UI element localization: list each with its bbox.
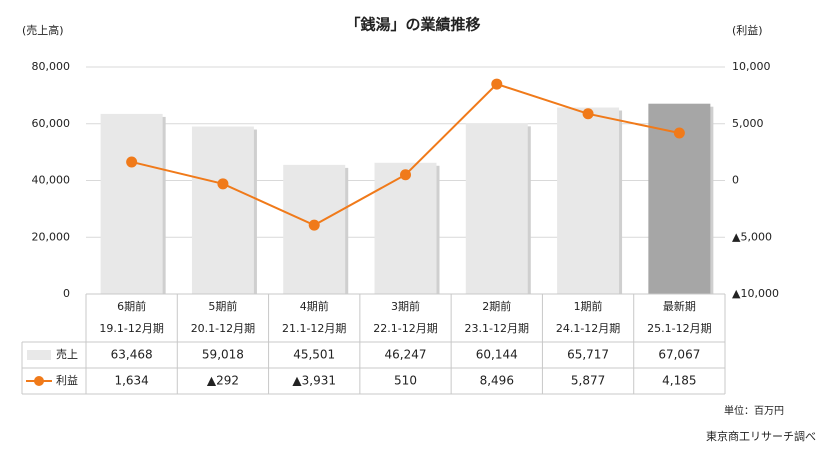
value-label: 510 <box>394 374 417 388</box>
bar <box>191 126 254 294</box>
y2-tick-label: 0 <box>732 174 739 187</box>
x-tick-label: 6期前 <box>117 299 146 313</box>
line-point <box>308 219 320 231</box>
value-label: 4,185 <box>662 374 696 388</box>
line-point <box>673 127 685 139</box>
x-tick-label: 4期前 <box>300 299 329 313</box>
line-point <box>126 156 138 168</box>
y-tick-label: 80,000 <box>32 60 71 73</box>
x-tick-label: 5期前 <box>208 299 237 313</box>
value-label: 1,634 <box>114 374 148 388</box>
value-label: 46,247 <box>385 348 427 362</box>
value-label: 60,144 <box>476 348 518 362</box>
bar <box>557 107 620 294</box>
legend-swatch <box>27 350 51 360</box>
y2-axis-label: (利益) <box>732 23 763 37</box>
value-label: ▲292 <box>207 374 239 388</box>
y-axis-label: (売上高) <box>22 23 64 37</box>
value-label: 8,496 <box>480 374 514 388</box>
value-label: 63,468 <box>111 348 153 362</box>
y2-tick-label: ▲5,000 <box>732 230 772 243</box>
x-tick-period: 20.1-12月期 <box>191 322 255 335</box>
x-tick-period: 22.1-12月期 <box>373 322 437 335</box>
bar <box>465 123 528 294</box>
line-point <box>491 78 503 90</box>
x-tick-period: 24.1-12月期 <box>556 322 620 335</box>
y-tick-label: 0 <box>63 287 70 300</box>
x-tick-label: 2期前 <box>482 299 511 313</box>
value-label: 65,717 <box>567 348 609 362</box>
y2-tick-label: 10,000 <box>732 60 771 73</box>
legend-swatch <box>34 376 44 386</box>
line-point <box>217 178 229 190</box>
legend-label: 利益 <box>56 373 78 387</box>
y-tick-label: 40,000 <box>32 174 71 187</box>
y2-tick-label: ▲10,000 <box>732 287 779 300</box>
value-label: 59,018 <box>202 348 244 362</box>
value-label: 67,067 <box>658 348 700 362</box>
x-tick-period: 21.1-12月期 <box>282 322 346 335</box>
value-label: 45,501 <box>293 348 335 362</box>
x-tick-period: 25.1-12月期 <box>647 322 711 335</box>
bar <box>100 113 163 295</box>
value-label: ▲3,931 <box>292 374 336 388</box>
y-tick-label: 60,000 <box>32 117 71 130</box>
x-tick-label: 最新期 <box>663 299 696 313</box>
line-point <box>582 108 594 120</box>
x-tick-label: 1期前 <box>574 299 603 313</box>
x-tick-period: 19.1-12月期 <box>99 322 163 335</box>
chart-title: 「銭湯」の業績推移 <box>345 16 480 34</box>
source: 東京商工リサーチ調べ <box>706 429 816 443</box>
y-tick-label: 20,000 <box>32 230 71 243</box>
value-label: 5,877 <box>571 374 605 388</box>
x-tick-period: 23.1-12月期 <box>465 322 529 335</box>
x-tick-label: 3期前 <box>391 299 420 313</box>
line-point <box>400 169 411 181</box>
bar <box>374 162 437 294</box>
y2-tick-label: 5,000 <box>732 117 764 130</box>
legend-label: 売上 <box>56 348 78 361</box>
unit-note: 単位：百万円 <box>724 404 784 417</box>
